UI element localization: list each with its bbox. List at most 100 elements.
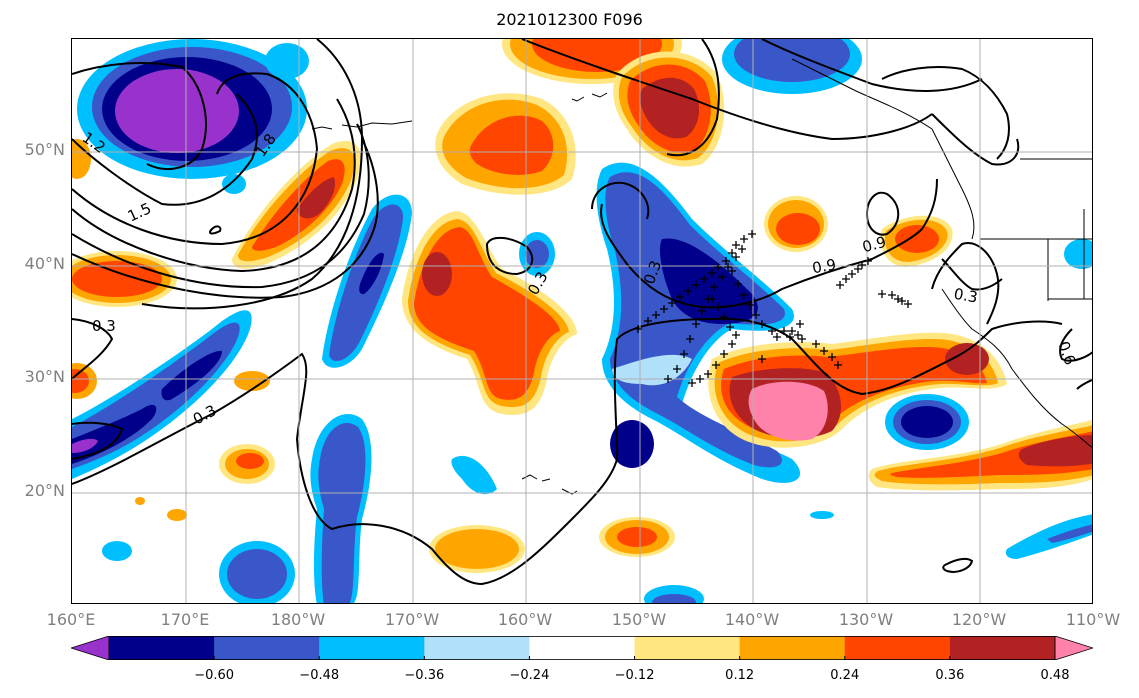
plus-marker (668, 299, 676, 307)
colorbar-segment (109, 636, 215, 660)
colorbar-segment (214, 636, 320, 660)
plus-marker (834, 361, 842, 369)
plus-marker (848, 270, 856, 278)
plus-marker (788, 327, 796, 335)
colorbar-segment (949, 636, 1056, 660)
plus-marker (864, 257, 872, 265)
plus-marker (652, 311, 660, 319)
map-gridlines (72, 39, 1092, 603)
plus-marker (768, 327, 776, 335)
plus-marker (780, 327, 788, 335)
lat-label: 30°N (24, 367, 65, 386)
plus-marker (732, 331, 740, 339)
plus-marker (634, 325, 642, 333)
plus-marker (680, 350, 688, 358)
colorbar-tick-label: −0.36 (404, 668, 445, 683)
plus-marker (878, 290, 886, 298)
plus-marker (708, 269, 716, 277)
lat-label: 20°N (24, 481, 65, 500)
forecast-field-svg: 1.2 1.8 1.5 0.3 0.3 0.3 0.3 0.9 0.9 0.3 … (72, 39, 1092, 603)
contour-label: 0.3 (190, 401, 220, 428)
lon-label: 170°E (160, 610, 210, 629)
colorbar-extend-high (1054, 636, 1093, 660)
lon-label: 160°W (497, 610, 553, 629)
colorbar-tick-label: −0.48 (299, 668, 340, 683)
plus-marker (888, 291, 896, 299)
plus-marker (664, 375, 672, 383)
plus-marker (794, 331, 802, 339)
lon-label: 130°W (838, 610, 894, 629)
plus-marker (686, 335, 694, 343)
plus-marker (726, 323, 734, 331)
contour-label: 0.9 (860, 233, 888, 257)
plus-marker (732, 241, 740, 249)
coastlines (311, 58, 1092, 495)
colorbar-segment (634, 636, 741, 660)
plus-marker (644, 317, 652, 325)
plus-marker (796, 320, 804, 328)
plus-marker (698, 307, 706, 315)
plus-marker (898, 297, 906, 305)
plus-marker (688, 379, 696, 387)
plus-marker (660, 305, 668, 313)
lon-label: 170°W (384, 610, 440, 629)
plus-marker (684, 287, 692, 295)
plus-marker (854, 265, 862, 273)
plus-marker (728, 249, 736, 257)
colorbar-tick-label: −0.60 (194, 668, 235, 683)
lon-label: 110°W (1065, 610, 1121, 629)
plus-marker (748, 230, 756, 238)
contour-lines (72, 39, 1092, 586)
plus-marker (738, 245, 746, 253)
colorbar-tick-label: 0.24 (830, 668, 860, 683)
significance-markers (634, 230, 912, 387)
plus-marker (773, 333, 781, 341)
map-plot-area: 1.2 1.8 1.5 0.3 0.3 0.3 0.3 0.9 0.9 0.3 … (71, 38, 1093, 604)
plus-marker (752, 311, 760, 319)
plus-marker (720, 313, 728, 321)
plus-marker (720, 350, 728, 358)
plus-marker (712, 361, 720, 369)
colorbar-tick-label: −0.24 (509, 668, 550, 683)
colorbar-tick-label: −0.12 (614, 668, 655, 683)
plus-marker (904, 300, 912, 308)
colorbar-extend-low (71, 636, 110, 660)
plus-marker (714, 303, 722, 311)
lat-label: 40°N (24, 254, 65, 273)
lon-label: 140°W (724, 610, 780, 629)
lat-label: 50°N (24, 140, 65, 159)
colorbar-tick-label: 0.36 (935, 668, 965, 683)
plus-marker (858, 261, 866, 269)
contour-label: 0.3 (952, 285, 979, 307)
plus-marker (676, 293, 684, 301)
plus-marker (820, 347, 828, 355)
colorbar-tick-label: 0.12 (725, 668, 755, 683)
lon-label: 150°W (611, 610, 667, 629)
colorbar-tick-label: 0.48 (1040, 668, 1070, 683)
colorbar-segment (529, 636, 636, 660)
colorbar (71, 636, 1093, 660)
contour-label: 1.5 (125, 199, 154, 225)
plus-marker (842, 275, 850, 283)
plus-marker (692, 281, 700, 289)
colorbar-segment (739, 636, 846, 660)
plus-marker (714, 263, 722, 271)
lon-label: 160°E (46, 610, 96, 629)
plus-marker (692, 320, 700, 328)
plus-marker (724, 263, 732, 271)
neg-blob-nw-core (115, 69, 239, 153)
plus-marker (728, 267, 736, 275)
plus-marker (722, 257, 730, 265)
contour-label: 0.9 (811, 255, 838, 277)
map-title: 2021012300 F096 (496, 10, 643, 29)
plus-marker (798, 335, 806, 343)
contour-label: 0.6 (1054, 339, 1079, 368)
plus-marker (710, 283, 718, 291)
lon-label: 180°W (270, 610, 326, 629)
plus-marker (718, 273, 726, 281)
lon-label: 120°W (951, 610, 1007, 629)
colorbar-segment (319, 636, 425, 660)
plus-marker (894, 295, 902, 303)
colorbar-segment (424, 636, 530, 660)
plus-marker (758, 355, 766, 363)
